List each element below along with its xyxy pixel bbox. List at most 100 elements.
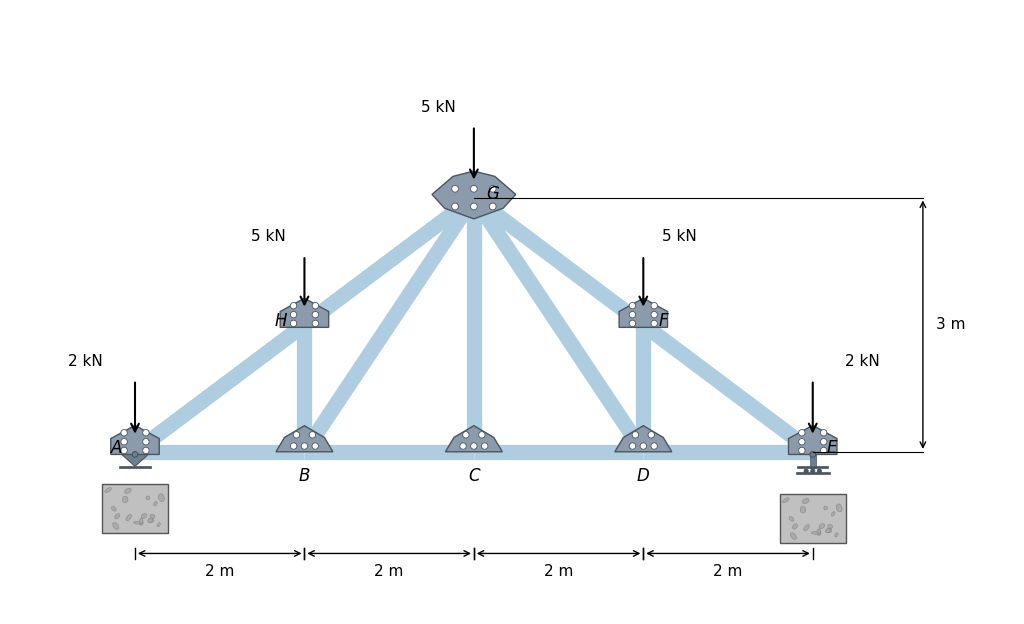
Circle shape [629, 311, 636, 318]
Circle shape [651, 320, 657, 326]
Circle shape [478, 432, 485, 438]
Ellipse shape [790, 517, 794, 521]
Text: 5 kN: 5 kN [252, 229, 287, 244]
Ellipse shape [782, 498, 790, 503]
Ellipse shape [139, 519, 143, 524]
Circle shape [471, 443, 477, 449]
Circle shape [648, 432, 654, 438]
Text: G: G [486, 185, 499, 203]
Circle shape [810, 452, 815, 457]
Ellipse shape [112, 507, 116, 511]
Polygon shape [445, 426, 503, 452]
Circle shape [121, 429, 127, 436]
Circle shape [470, 185, 477, 192]
Ellipse shape [115, 514, 120, 519]
Ellipse shape [831, 512, 835, 516]
Text: 5 kN: 5 kN [421, 100, 456, 115]
Bar [796, 472, 829, 474]
Circle shape [651, 311, 657, 318]
Bar [810, 454, 815, 468]
Text: F: F [658, 313, 669, 330]
Circle shape [799, 447, 805, 454]
Circle shape [817, 469, 821, 473]
Ellipse shape [804, 525, 809, 531]
Ellipse shape [803, 499, 809, 504]
Circle shape [291, 303, 297, 309]
Polygon shape [620, 298, 668, 328]
Circle shape [301, 443, 307, 449]
Circle shape [630, 443, 636, 449]
Ellipse shape [819, 524, 824, 529]
Circle shape [799, 429, 805, 436]
Polygon shape [614, 426, 672, 452]
Polygon shape [111, 426, 160, 454]
Text: A: A [111, 439, 122, 457]
Ellipse shape [104, 487, 112, 492]
Ellipse shape [811, 532, 819, 534]
Circle shape [291, 320, 297, 326]
Circle shape [481, 443, 487, 449]
Text: 5 kN: 5 kN [662, 229, 696, 244]
Circle shape [820, 439, 826, 445]
Ellipse shape [817, 529, 820, 535]
Text: H: H [274, 313, 287, 330]
Text: E: E [826, 439, 837, 457]
Bar [102, 484, 168, 533]
Ellipse shape [817, 530, 821, 535]
Ellipse shape [134, 521, 141, 524]
Circle shape [463, 432, 469, 438]
Circle shape [132, 452, 138, 457]
Text: 2 m: 2 m [714, 565, 742, 580]
Ellipse shape [793, 524, 798, 529]
Text: B: B [299, 467, 310, 484]
Ellipse shape [146, 496, 150, 500]
Circle shape [640, 443, 646, 449]
Circle shape [309, 432, 315, 438]
Circle shape [452, 185, 459, 192]
Circle shape [312, 443, 318, 449]
Text: 2 kN: 2 kN [69, 354, 103, 369]
Circle shape [291, 443, 297, 449]
Circle shape [452, 203, 459, 210]
Circle shape [121, 439, 127, 445]
Circle shape [293, 432, 300, 438]
Ellipse shape [139, 520, 143, 525]
Bar [779, 494, 846, 544]
Circle shape [811, 469, 815, 473]
Circle shape [629, 320, 636, 326]
Circle shape [142, 447, 150, 454]
Polygon shape [788, 426, 837, 454]
Ellipse shape [791, 533, 797, 540]
Polygon shape [276, 426, 333, 452]
Circle shape [291, 311, 297, 318]
Circle shape [142, 439, 150, 445]
Ellipse shape [825, 529, 830, 533]
Ellipse shape [837, 504, 842, 512]
Circle shape [820, 429, 826, 436]
Circle shape [632, 432, 639, 438]
Ellipse shape [113, 522, 119, 529]
Text: C: C [468, 467, 479, 484]
Circle shape [312, 311, 318, 318]
Circle shape [142, 429, 150, 436]
Polygon shape [122, 454, 148, 466]
Circle shape [489, 203, 496, 210]
Ellipse shape [157, 523, 161, 527]
Ellipse shape [125, 488, 131, 494]
Circle shape [820, 447, 826, 454]
Ellipse shape [123, 496, 128, 503]
Ellipse shape [150, 514, 155, 518]
Bar [119, 466, 151, 468]
Ellipse shape [159, 494, 164, 502]
Circle shape [489, 185, 496, 192]
Circle shape [799, 439, 805, 445]
Bar [797, 466, 828, 468]
Circle shape [629, 303, 636, 309]
Circle shape [121, 447, 127, 454]
Ellipse shape [154, 502, 158, 506]
Ellipse shape [827, 524, 833, 529]
Ellipse shape [141, 514, 146, 519]
Circle shape [312, 320, 318, 326]
Circle shape [804, 469, 808, 473]
Circle shape [312, 303, 318, 309]
